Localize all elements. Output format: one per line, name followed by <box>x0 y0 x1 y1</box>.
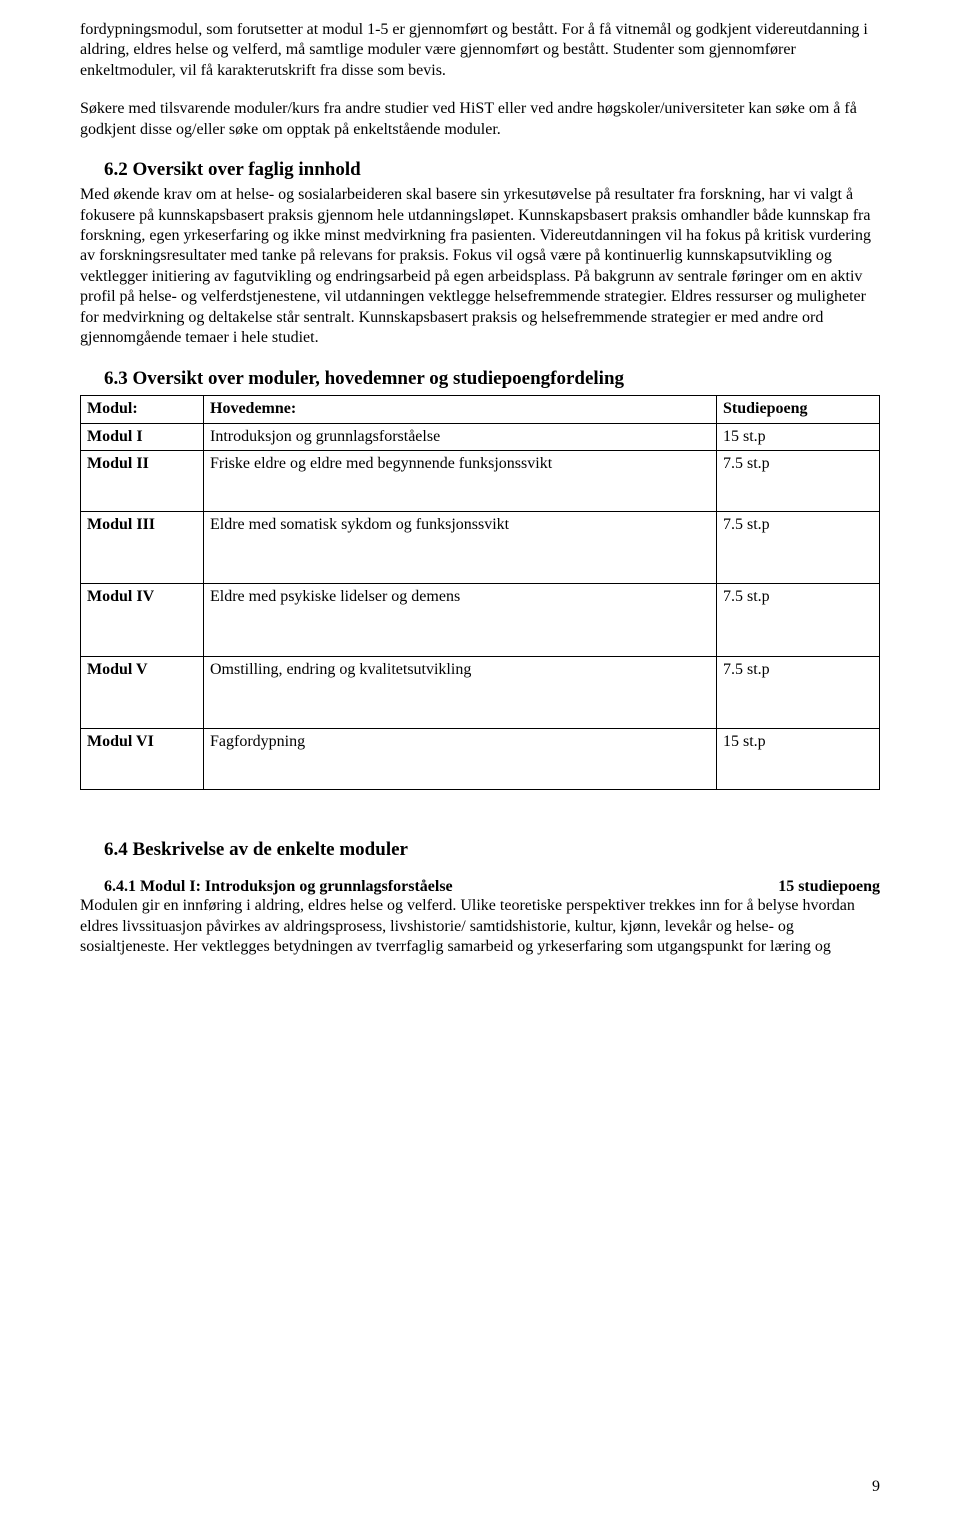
cell-sp: 7.5 st.p <box>717 451 880 511</box>
cell-hovedemne: Introduksjon og grunnlagsforståelse <box>204 423 717 450</box>
heading-6-4: 6.4 Beskrivelse av de enkelte moduler <box>104 838 880 863</box>
cell-modul: Modul III <box>87 516 155 533</box>
table-header-modul: Modul: <box>81 396 204 423</box>
table-header-studiepoeng: Studiepoeng <box>717 396 880 423</box>
cell-sp: 7.5 st.p <box>717 511 880 583</box>
cell-hovedemne: Fagfordypning <box>204 729 717 789</box>
cell-hovedemne: Eldre med psykiske lidelser og demens <box>204 584 717 656</box>
cell-sp: 7.5 st.p <box>717 584 880 656</box>
cell-modul: Modul VI <box>87 733 154 750</box>
section-6-2: 6.2 Oversikt over faglig innhold <box>80 158 880 183</box>
table-row: Modul IV Eldre med psykiske lidelser og … <box>81 584 880 656</box>
paragraph-6-2: Med økende krav om at helse- og sosialar… <box>80 185 880 349</box>
cell-modul: Modul I <box>87 428 143 445</box>
cell-modul: Modul IV <box>87 588 154 605</box>
table-row: Modul II Friske eldre og eldre med begyn… <box>81 451 880 511</box>
heading-6-4-1-right: 15 studiepoeng <box>778 878 880 896</box>
cell-hovedemne: Omstilling, endring og kvalitetsutviklin… <box>204 656 717 728</box>
heading-6-2: 6.2 Oversikt over faglig innhold <box>104 158 880 183</box>
table-row: Modul III Eldre med somatisk sykdom og f… <box>81 511 880 583</box>
section-6-4: 6.4 Beskrivelse av de enkelte moduler <box>80 838 880 863</box>
cell-sp: 15 st.p <box>717 423 880 450</box>
table-header-row: Modul: Hovedemne: Studiepoeng <box>81 396 880 423</box>
table-row: Modul V Omstilling, endring og kvalitets… <box>81 656 880 728</box>
paragraph-6-4-1: Modulen gir en innføring i aldring, eldr… <box>80 896 880 957</box>
page-number: 9 <box>872 1478 880 1496</box>
table-row: Modul VI Fagfordypning 15 st.p <box>81 729 880 789</box>
cell-hovedemne: Friske eldre og eldre med begynnende fun… <box>204 451 717 511</box>
table-row: Modul I Introduksjon og grunnlagsforståe… <box>81 423 880 450</box>
cell-sp: 7.5 st.p <box>717 656 880 728</box>
paragraph-intro-1: fordypningsmodul, som forutsetter at mod… <box>80 20 880 81</box>
cell-hovedemne: Eldre med somatisk sykdom og funksjonssv… <box>204 511 717 583</box>
section-6-3: 6.3 Oversikt over moduler, hovedemner og… <box>80 367 880 392</box>
heading-6-4-1-row: 6.4.1 Modul I: Introduksjon og grunnlags… <box>80 878 880 896</box>
cell-modul: Modul V <box>87 661 148 678</box>
cell-sp: 15 st.p <box>717 729 880 789</box>
heading-6-4-1-left: 6.4.1 Modul I: Introduksjon og grunnlags… <box>104 878 453 896</box>
paragraph-intro-2: Søkere med tilsvarende moduler/kurs fra … <box>80 99 880 140</box>
heading-6-3: 6.3 Oversikt over moduler, hovedemner og… <box>104 367 880 392</box>
table-header-hovedemne: Hovedemne: <box>204 396 717 423</box>
modules-table: Modul: Hovedemne: Studiepoeng Modul I In… <box>80 395 880 789</box>
cell-modul: Modul II <box>87 455 149 472</box>
document-page: fordypningsmodul, som forutsetter at mod… <box>0 0 960 1524</box>
